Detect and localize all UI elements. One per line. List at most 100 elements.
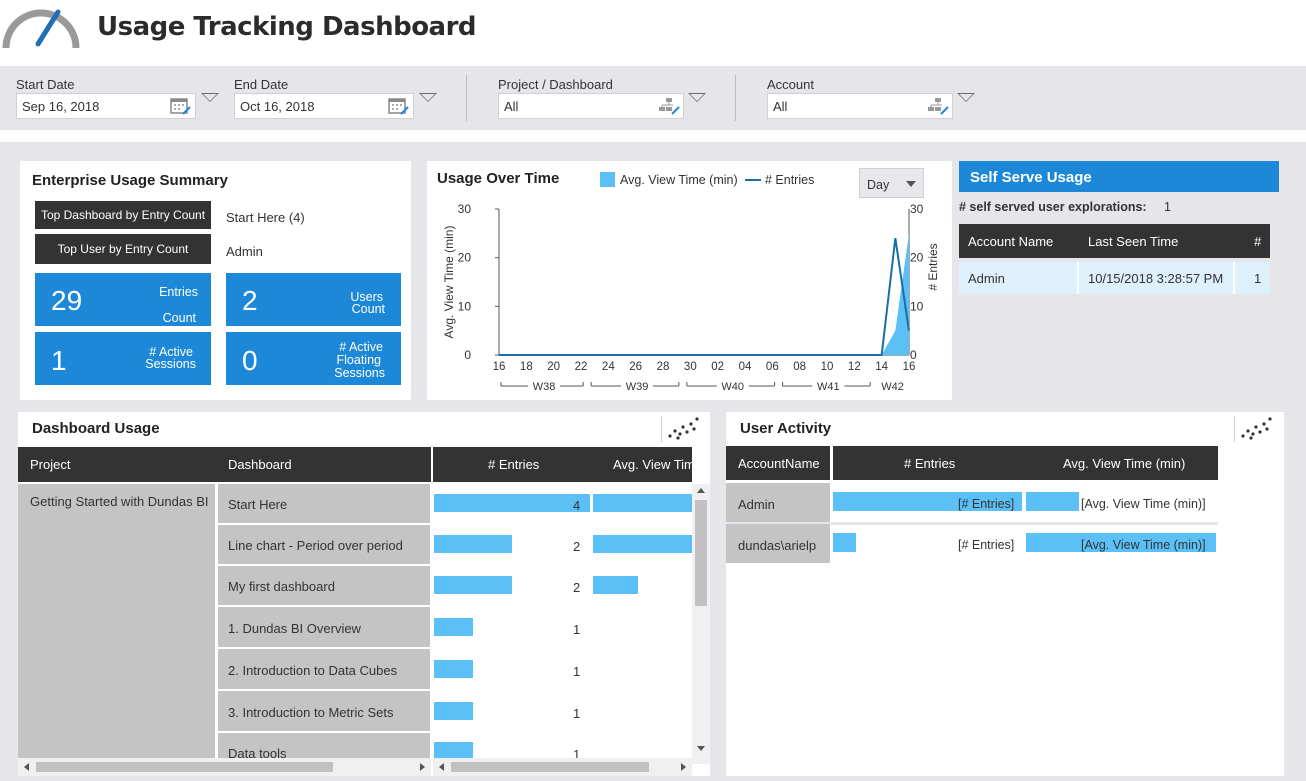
column-header[interactable]: Avg. View Time (min) xyxy=(1063,456,1186,471)
end-date-dropdown-icon[interactable] xyxy=(419,93,437,102)
end-date-field[interactable]: Oct 16, 2018 xyxy=(234,93,414,119)
interval-dropdown[interactable]: Day xyxy=(859,168,924,198)
scatter-plot-icon[interactable] xyxy=(1239,416,1273,440)
project-cell[interactable]: Getting Started with Dundas BI xyxy=(18,484,215,764)
dashboard-name: Line chart - Period over period xyxy=(228,538,403,553)
dashboard-cell: 1. Dundas BI Overview xyxy=(218,607,430,647)
active-sessions-label: # Active xyxy=(149,345,193,359)
entries-bar xyxy=(434,702,473,720)
users-count-tile: 2 Users Count xyxy=(226,273,401,326)
account-name-cell: Admin xyxy=(968,271,1005,286)
week-label: W39 xyxy=(626,381,649,393)
calendar-icon[interactable] xyxy=(170,97,192,115)
column-header[interactable]: # Entries xyxy=(488,457,540,472)
column-header[interactable]: # Entries xyxy=(904,456,956,471)
table-row[interactable]: 2. Introduction to Data Cubes 1 xyxy=(18,649,692,689)
x-tick-label: 04 xyxy=(739,361,752,373)
y2-tick-label: 20 xyxy=(910,251,924,265)
active-floating-sessions-label: Sessions xyxy=(334,366,385,380)
week-label: W40 xyxy=(721,381,744,393)
chevron-down-icon xyxy=(906,181,916,187)
filter-divider xyxy=(735,75,736,121)
scroll-down-icon[interactable] xyxy=(697,746,705,751)
column-header[interactable]: Account Name xyxy=(968,234,1054,249)
scroll-right-icon[interactable] xyxy=(681,763,686,771)
table-row[interactable]: My first dashboard 2 xyxy=(18,566,692,605)
interval-dropdown-value: Day xyxy=(867,178,890,192)
vertical-scrollbar[interactable] xyxy=(692,484,710,764)
project-name: Getting Started with Dundas BI xyxy=(30,494,209,509)
column-header[interactable]: # xyxy=(1254,234,1262,249)
start-date-dropdown-icon[interactable] xyxy=(201,93,219,102)
calendar-icon[interactable] xyxy=(388,97,410,115)
table-row[interactable]: dundas\arielp [# Entries] [Avg. View Tim… xyxy=(726,524,1218,563)
x-tick-label: 18 xyxy=(520,361,533,373)
column-header[interactable]: Dashboard xyxy=(228,457,292,472)
legend-label-entries: # Entries xyxy=(765,173,815,187)
entries-bar xyxy=(434,660,473,678)
x-tick-label: 02 xyxy=(711,361,724,373)
users-count-value: 2 xyxy=(242,285,258,316)
hierarchy-icon[interactable] xyxy=(658,97,680,115)
dashboard-name: 1. Dundas BI Overview xyxy=(228,621,361,636)
scrollbar-thumb[interactable] xyxy=(451,762,649,772)
column-header[interactable]: Last Seen Time xyxy=(1088,234,1179,249)
x-tick-label: 26 xyxy=(629,361,642,373)
column-header[interactable]: AccountName xyxy=(726,446,830,480)
account-filter-field[interactable]: All xyxy=(767,93,953,119)
hierarchy-icon[interactable] xyxy=(927,97,949,115)
account-cell: Admin xyxy=(726,483,830,522)
account-filter-dropdown-icon[interactable] xyxy=(957,93,975,102)
scroll-right-icon[interactable] xyxy=(420,763,425,771)
dashboard-name: 2. Introduction to Data Cubes xyxy=(228,663,398,678)
dashboard-cell: Start Here xyxy=(218,484,430,523)
view-time-bar xyxy=(1026,492,1079,511)
start-date-label: Start Date xyxy=(16,77,75,92)
dashboard-usage-panel: Dashboard Usage Project Dashboard # Entr… xyxy=(18,412,710,776)
top-dashboard-value: Start Here (4) xyxy=(226,210,305,225)
scroll-left-icon[interactable] xyxy=(24,763,29,771)
scroll-up-icon[interactable] xyxy=(697,488,705,493)
x-tick-label: 08 xyxy=(793,361,806,373)
scrollbar-thumb[interactable] xyxy=(695,500,707,606)
table-row[interactable]: 3. Introduction to Metric Sets 1 xyxy=(18,691,692,731)
scroll-left-icon[interactable] xyxy=(439,763,444,771)
table-row[interactable]: Admin 10/15/2018 3:28:57 PM 1 xyxy=(959,262,1270,294)
entries-value: 2 xyxy=(573,580,581,595)
top-user-value: Admin xyxy=(226,244,263,259)
horizontal-scrollbar[interactable] xyxy=(433,758,692,776)
self-serve-title: Self Serve Usage xyxy=(970,169,1092,186)
divider-bar xyxy=(0,130,1306,142)
scrollbar-thumb[interactable] xyxy=(36,762,333,772)
y2-tick-label: 10 xyxy=(910,299,924,313)
y-tick-label: 20 xyxy=(458,251,472,265)
horizontal-scrollbar[interactable] xyxy=(18,758,431,776)
entries-value: 1 xyxy=(573,622,581,637)
view-time-bar xyxy=(593,535,692,553)
entries-value: [# Entries] xyxy=(958,538,1015,552)
self-serve-header: Self Serve Usage xyxy=(959,161,1279,192)
entries-bar xyxy=(833,533,856,552)
table-row[interactable]: 1. Dundas BI Overview 1 xyxy=(18,607,692,647)
entries-count-label: Entries xyxy=(159,285,198,299)
entries-count-label: Count xyxy=(162,311,196,325)
project-filter-field[interactable]: All xyxy=(498,93,684,119)
table-row[interactable]: Start Here 4 xyxy=(18,484,692,523)
table-row[interactable]: Line chart - Period over period 2 xyxy=(18,525,692,564)
active-sessions-value: 1 xyxy=(51,345,67,376)
column-header[interactable]: Project xyxy=(30,457,71,472)
explorations-value: 1 xyxy=(1164,200,1171,214)
table-row[interactable]: Admin [# Entries] [Avg. View Time (min)] xyxy=(726,483,1218,525)
column-header[interactable]: Avg. View Tim xyxy=(613,457,695,472)
x-tick-label: 22 xyxy=(575,361,588,373)
scatter-plot-icon[interactable] xyxy=(666,416,700,440)
account-filter-value: All xyxy=(773,99,788,114)
dashboard-cell: My first dashboard xyxy=(218,566,430,605)
active-floating-sessions-tile: 0 # Active Floating Sessions xyxy=(226,332,401,385)
cell-divider xyxy=(431,447,433,482)
entries-bar xyxy=(833,492,1022,511)
start-date-field[interactable]: Sep 16, 2018 xyxy=(16,93,196,119)
project-filter-dropdown-icon[interactable] xyxy=(688,93,706,102)
entries-value: [# Entries] xyxy=(958,497,1015,511)
view-time-bar xyxy=(1026,533,1216,552)
